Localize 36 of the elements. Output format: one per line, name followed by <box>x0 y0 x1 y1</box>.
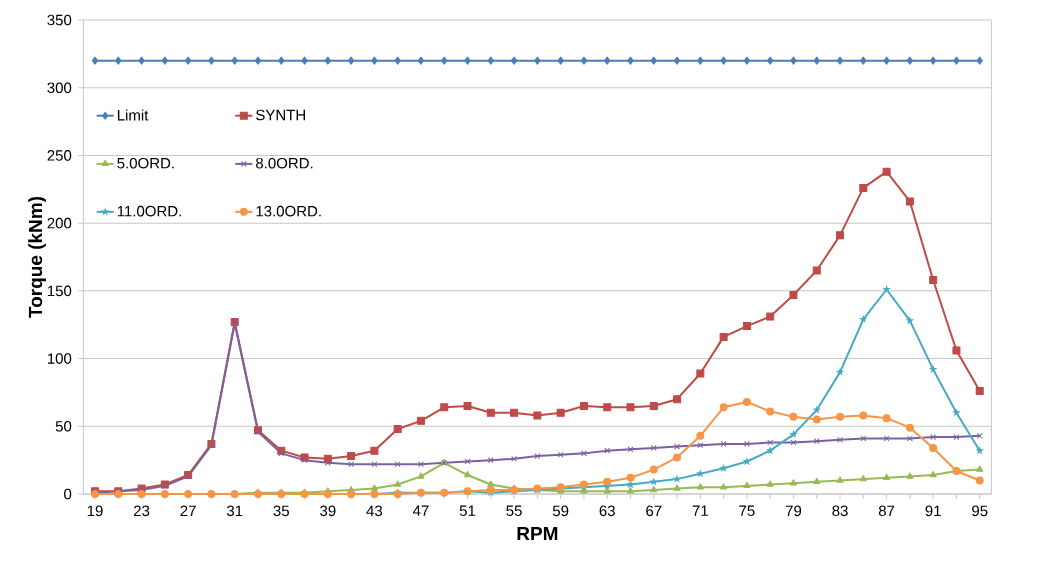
x-tick-label: 27 <box>180 505 196 517</box>
x-tick-label: 35 <box>273 505 289 517</box>
x-tick-label: 63 <box>599 505 615 517</box>
y-tick-label: 150 <box>47 285 72 297</box>
x-tick-label: 59 <box>552 505 569 517</box>
y-tick-label: 50 <box>55 420 72 432</box>
x-tick-label: 67 <box>646 505 662 517</box>
x-tick-label: 75 <box>739 505 755 516</box>
y-tick-label: 0 <box>64 488 72 500</box>
legend-label: 8.0ORD. <box>256 157 313 169</box>
y-axis-title: Torque (kNm) <box>28 196 46 318</box>
x-tick-label: 47 <box>412 505 429 516</box>
x-tick-label: 31 <box>226 505 243 517</box>
y-tick-label: 250 <box>47 150 72 161</box>
y-tick-label: 200 <box>47 217 72 229</box>
x-tick-label: 83 <box>832 505 848 517</box>
legend-label: SYNTH <box>256 109 305 121</box>
x-axis-title: RPM <box>517 527 558 541</box>
x-tick-label: 43 <box>366 505 383 517</box>
x-tick-label: 51 <box>459 505 476 516</box>
x-tick-label: 71 <box>692 505 708 516</box>
x-tick-label: 39 <box>320 505 336 517</box>
x-tick-label: 95 <box>972 505 988 517</box>
x-tick-label: 23 <box>133 505 150 517</box>
y-tick-label: 300 <box>47 82 72 94</box>
x-tick-label: 91 <box>925 505 941 517</box>
y-tick-label: 350 <box>47 14 72 26</box>
legend-label: 5.0ORD. <box>117 157 174 169</box>
legend-label: 11.0ORD. <box>117 205 181 217</box>
x-tick-label: 55 <box>506 505 522 516</box>
x-tick-label: 19 <box>87 505 103 517</box>
x-tick-label: 87 <box>878 505 895 517</box>
legend-label: 13.0ORD. <box>256 205 321 217</box>
y-tick-label: 100 <box>47 353 72 364</box>
legend-label: Limit <box>117 109 149 121</box>
x-tick-label: 79 <box>785 505 802 517</box>
